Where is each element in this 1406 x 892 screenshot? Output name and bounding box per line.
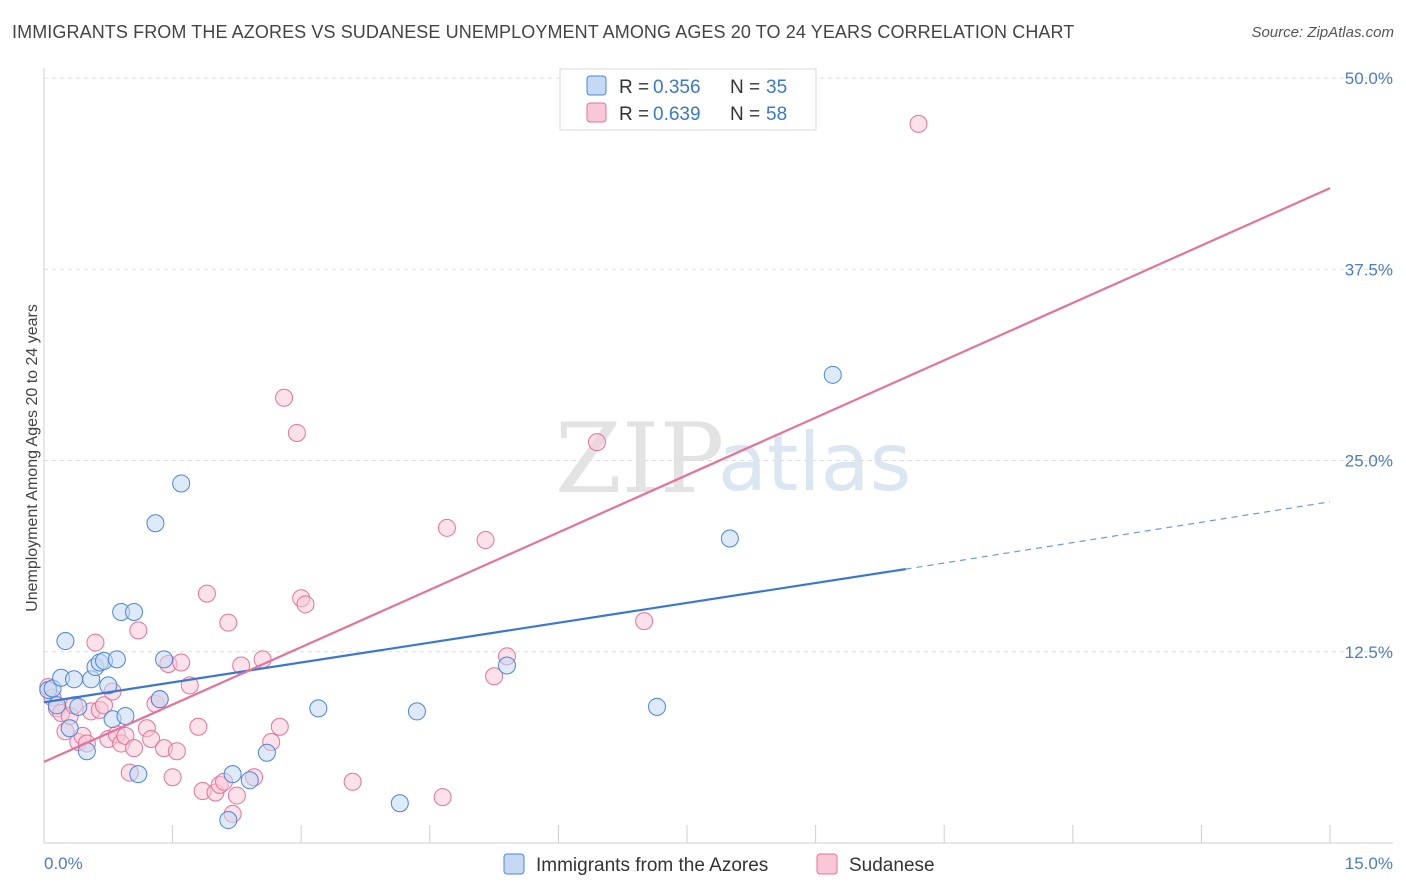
sudanese-point xyxy=(287,423,306,442)
sudanese-point xyxy=(129,621,148,640)
legend-n-value-azores: 35 xyxy=(766,77,787,98)
y-tick-labels: 12.5% 25.0% 37.5% 50.0% xyxy=(1345,69,1393,662)
series-legend: Immigrants from the Azores Sudanese xyxy=(503,853,935,876)
sudanese-point xyxy=(167,742,186,761)
y-tick-label: 37.5% xyxy=(1345,260,1393,279)
azores-point xyxy=(107,650,126,669)
sudanese-point xyxy=(437,518,456,537)
azores-point xyxy=(223,765,242,784)
sudanese-point xyxy=(275,388,294,407)
watermark-atlas: atlas xyxy=(718,416,911,509)
y-axis-title: Unemployment Among Ages 20 to 24 years xyxy=(24,304,41,612)
trend-line-azores xyxy=(43,568,906,704)
legend-r-value-azores: 0.356 xyxy=(653,77,701,98)
sudanese-point xyxy=(142,729,161,748)
azores-point xyxy=(309,699,328,718)
bottom-legend-label-sudanese: Sudanese xyxy=(849,855,935,876)
azores-point xyxy=(647,697,666,716)
x-tick-label-min: 0.0% xyxy=(44,854,83,873)
sudanese-point xyxy=(197,584,216,603)
azores-point xyxy=(155,650,174,669)
sudanese-point xyxy=(270,717,289,736)
series-azores-points xyxy=(39,365,842,830)
bottom-legend-swatch-azores xyxy=(503,853,525,875)
sudanese-point xyxy=(635,612,654,631)
sudanese-point xyxy=(296,595,315,614)
azores-point xyxy=(823,365,842,384)
azores-point xyxy=(125,602,144,621)
sudanese-point xyxy=(587,433,606,452)
sudanese-point xyxy=(433,788,452,807)
azores-point xyxy=(240,771,259,790)
axes xyxy=(43,68,1393,844)
correlation-legend: R = 0.356 N = 35 R = 0.639 N = 58 xyxy=(559,68,817,131)
sudanese-point xyxy=(95,696,114,715)
azores-point xyxy=(129,765,148,784)
sudanese-point xyxy=(163,768,182,787)
chart-title: IMMIGRANTS FROM THE AZORES VS SUDANESE U… xyxy=(12,22,1075,42)
azores-point xyxy=(56,632,75,651)
azores-point xyxy=(407,702,426,721)
bottom-legend-label-azores: Immigrants from the Azores xyxy=(536,855,768,876)
legend-n-label-azores: N = xyxy=(730,77,760,98)
azores-point xyxy=(69,697,88,716)
azores-point xyxy=(219,811,238,830)
bottom-legend-swatch-sudanese xyxy=(816,853,838,875)
azores-point xyxy=(60,719,79,738)
legend-n-value-sudanese: 58 xyxy=(766,104,787,125)
gridlines xyxy=(44,77,1393,653)
trend-line-azores-extension xyxy=(905,501,1331,570)
azores-point xyxy=(720,529,739,548)
azores-point xyxy=(390,794,409,813)
sudanese-point xyxy=(189,717,208,736)
legend-r-value-sudanese: 0.639 xyxy=(653,104,701,125)
azores-point xyxy=(99,676,118,695)
azores-point xyxy=(150,690,169,709)
sudanese-point xyxy=(485,667,504,686)
azores-point xyxy=(172,474,191,493)
watermark-zip: ZIP xyxy=(555,403,724,515)
azores-point xyxy=(257,743,276,762)
legend-swatch-sudanese xyxy=(586,102,607,123)
sudanese-point xyxy=(125,739,144,758)
legend-swatch-azores xyxy=(586,75,607,96)
trend-lines xyxy=(43,187,1331,763)
trend-line-sudanese xyxy=(43,187,1331,763)
y-tick-label: 25.0% xyxy=(1345,452,1393,471)
legend-r-label-sudanese: R = xyxy=(619,104,649,125)
sudanese-point xyxy=(476,531,495,550)
legend-n-label-sudanese: N = xyxy=(730,104,760,125)
sudanese-point xyxy=(909,114,928,133)
y-tick-label: 12.5% xyxy=(1345,643,1393,662)
sudanese-point xyxy=(172,653,191,672)
sudanese-point xyxy=(219,613,238,632)
y-tick-label: 50.0% xyxy=(1345,69,1393,88)
sudanese-point xyxy=(86,633,105,652)
sudanese-point xyxy=(116,726,135,745)
sudanese-point xyxy=(343,772,362,791)
legend-r-label-azores: R = xyxy=(619,77,649,98)
azores-point xyxy=(65,670,84,689)
azores-point xyxy=(146,514,165,533)
source-credit: Source: ZipAtlas.com xyxy=(1251,24,1394,41)
sudanese-point xyxy=(227,786,246,805)
azores-point xyxy=(497,656,516,675)
x-tick-label-max: 15.0% xyxy=(1345,854,1393,873)
